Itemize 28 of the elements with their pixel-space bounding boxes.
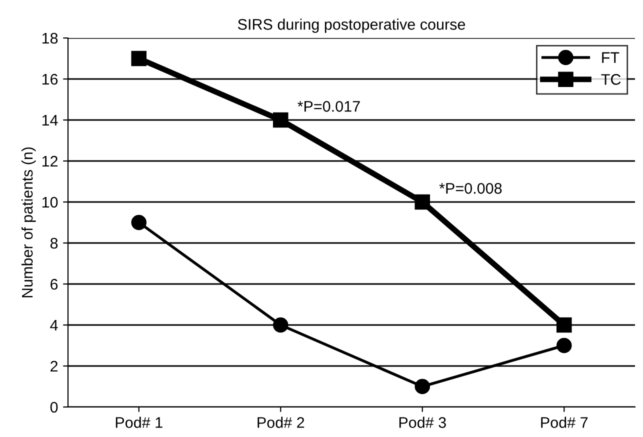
point	[556, 338, 572, 354]
chart-title: SIRS during postoperative course	[238, 18, 466, 33]
y-tick-label: 16	[42, 74, 58, 85]
point	[272, 112, 288, 128]
legend-label: FT	[602, 52, 620, 63]
point	[272, 317, 288, 333]
x-tick-label: Pod# 3	[399, 416, 446, 428]
annotation: *P=0.008	[439, 183, 502, 194]
y-tick-label: 6	[50, 278, 58, 290]
point	[414, 194, 430, 210]
y-axis-title: Number of patients (n)	[21, 147, 36, 298]
y-tick-label: 4	[50, 320, 58, 331]
y-tick-label: 10	[42, 196, 58, 208]
x-tick-label: Pod# 2	[258, 416, 304, 428]
y-tick-label: 2	[50, 360, 58, 372]
legend-label: TC	[601, 74, 621, 85]
point	[131, 214, 147, 230]
point	[414, 378, 430, 394]
y-tick-label: 8	[50, 238, 58, 249]
point	[131, 50, 147, 66]
y-tick-label: 18	[42, 32, 58, 44]
x-tick-label: Pod# 1	[116, 416, 162, 428]
x-tick-label: Pod# 7	[541, 416, 588, 428]
annotation: *P=0.017	[298, 101, 360, 112]
y-tick-label: 14	[42, 115, 58, 126]
y-tick-label: 12	[42, 156, 58, 167]
y-tick-label: 0	[50, 402, 58, 413]
point	[556, 317, 572, 333]
